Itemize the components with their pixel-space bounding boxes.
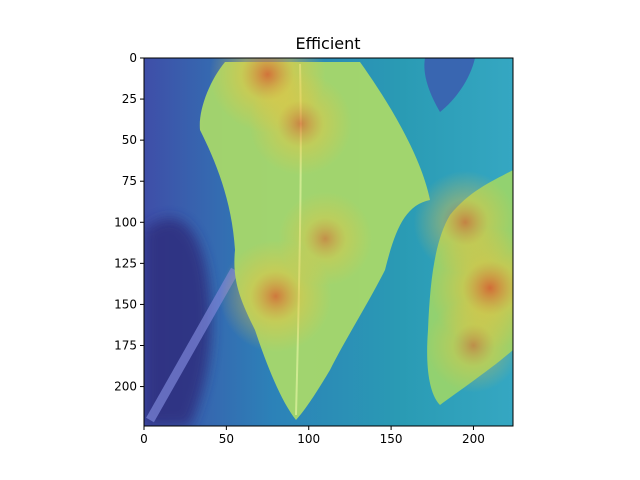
y-tick-label: 75 — [122, 174, 137, 188]
y-tick-label: 150 — [114, 297, 137, 311]
y-tick-label: 25 — [122, 92, 137, 106]
y-tick-label: 100 — [114, 215, 137, 229]
x-tick-label: 200 — [462, 432, 485, 446]
chart-title: Efficient — [295, 34, 360, 53]
top-right-leaf — [424, 58, 475, 112]
x-axis: 0 50 100 150 200 — [140, 426, 485, 446]
x-tick-label: 150 — [380, 432, 403, 446]
x-tick-label: 0 — [140, 432, 148, 446]
y-tick-label: 200 — [114, 380, 137, 394]
heatmap-hotspot — [413, 170, 513, 274]
y-axis: 0 25 50 75 100 125 150 175 200 — [114, 51, 144, 394]
y-tick-label: 50 — [122, 133, 137, 147]
heatmap-hotspot — [278, 191, 373, 286]
x-tick-label: 50 — [219, 432, 234, 446]
hotspot-layer — [209, 58, 513, 393]
x-tick-label: 100 — [297, 432, 320, 446]
heatmap-hotspot — [248, 72, 352, 176]
shadow-region — [144, 218, 211, 426]
y-tick-label: 175 — [114, 339, 137, 353]
heatmap-image — [144, 58, 513, 426]
heatmap-hotspot — [426, 298, 513, 393]
y-tick-label: 125 — [114, 256, 137, 270]
y-tick-label: 0 — [129, 51, 137, 65]
plot-frame — [143, 57, 514, 427]
